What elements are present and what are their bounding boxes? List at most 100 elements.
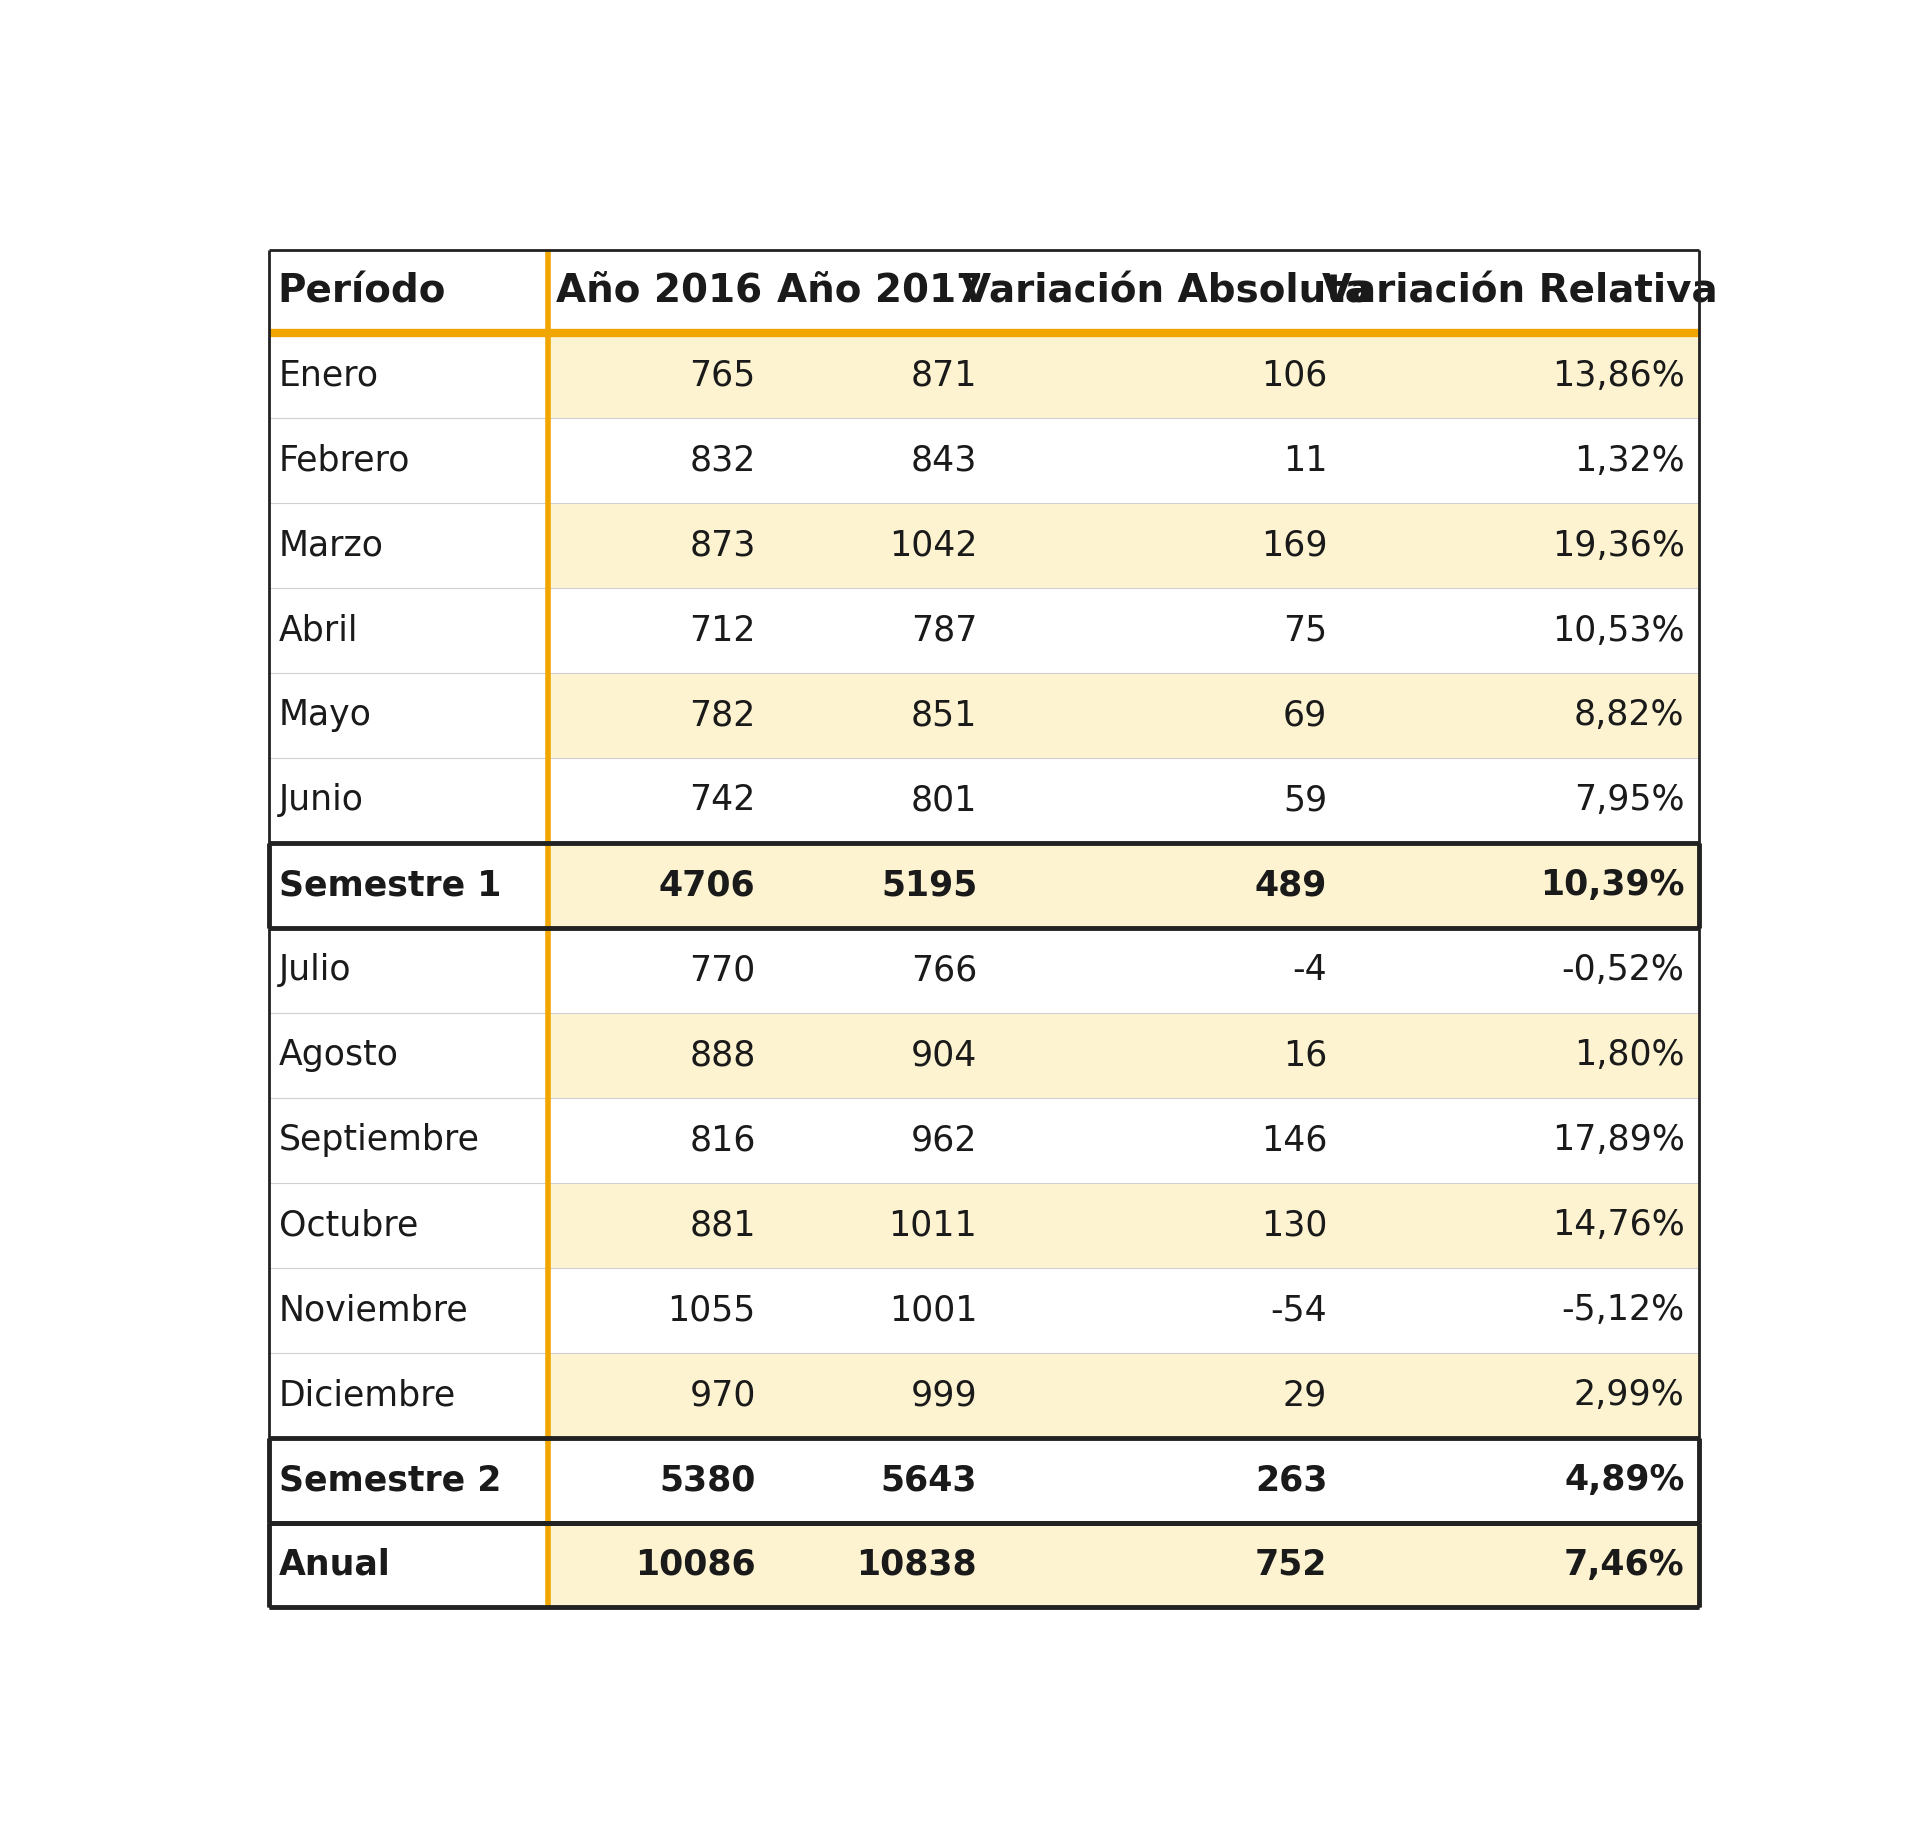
- Text: 13,86%: 13,86%: [1551, 359, 1684, 394]
- Text: 11: 11: [1283, 443, 1327, 478]
- Text: Anual: Anual: [278, 1548, 390, 1582]
- Text: 10,53%: 10,53%: [1551, 614, 1684, 647]
- Text: 843: 843: [910, 443, 977, 478]
- Bar: [547, 1523, 1699, 1607]
- Text: 816: 816: [689, 1124, 756, 1157]
- Text: 770: 770: [689, 953, 756, 988]
- Text: Mayo: Mayo: [278, 699, 372, 732]
- Bar: [547, 1267, 1699, 1354]
- Text: 1055: 1055: [668, 1293, 756, 1328]
- Bar: [269, 842, 547, 929]
- Text: Enero: Enero: [278, 359, 378, 394]
- Text: 130: 130: [1261, 1208, 1327, 1241]
- Text: Abril: Abril: [278, 614, 359, 647]
- Text: 881: 881: [689, 1208, 756, 1241]
- Bar: [547, 929, 1699, 1013]
- Text: 999: 999: [910, 1377, 977, 1412]
- Text: -4: -4: [1292, 953, 1327, 988]
- Bar: [547, 1354, 1699, 1438]
- Bar: [269, 417, 547, 504]
- Bar: [269, 333, 547, 417]
- Bar: [547, 588, 1699, 673]
- Text: 17,89%: 17,89%: [1551, 1124, 1684, 1157]
- Bar: [269, 588, 547, 673]
- Text: 752: 752: [1256, 1548, 1327, 1582]
- Bar: [269, 1523, 547, 1607]
- Text: 970: 970: [689, 1377, 756, 1412]
- Text: -54: -54: [1271, 1293, 1327, 1328]
- Bar: [547, 1182, 1699, 1267]
- Text: 4706: 4706: [659, 868, 756, 903]
- Text: Marzo: Marzo: [278, 528, 384, 563]
- Text: 169: 169: [1261, 528, 1327, 563]
- Text: Junio: Junio: [278, 783, 363, 818]
- Bar: [269, 1354, 547, 1438]
- Text: Variación Absoluta: Variación Absoluta: [962, 272, 1371, 311]
- Text: 787: 787: [910, 614, 977, 647]
- Text: Agosto: Agosto: [278, 1039, 399, 1072]
- Text: 5195: 5195: [881, 868, 977, 903]
- Text: Febrero: Febrero: [278, 443, 411, 478]
- Text: 962: 962: [910, 1124, 977, 1157]
- Bar: [269, 758, 547, 842]
- Text: -5,12%: -5,12%: [1561, 1293, 1684, 1328]
- Text: Noviembre: Noviembre: [278, 1293, 468, 1328]
- Bar: [547, 1098, 1699, 1182]
- Bar: [547, 758, 1699, 842]
- Bar: [547, 504, 1699, 588]
- Bar: [269, 1182, 547, 1267]
- Text: Año 2017: Año 2017: [778, 272, 983, 311]
- Text: 106: 106: [1261, 359, 1327, 394]
- Text: 7,95%: 7,95%: [1574, 783, 1684, 818]
- Text: 766: 766: [910, 953, 977, 988]
- Text: 765: 765: [689, 359, 756, 394]
- Text: 7,46%: 7,46%: [1565, 1548, 1684, 1582]
- Text: 10,39%: 10,39%: [1540, 868, 1684, 903]
- Text: 59: 59: [1283, 783, 1327, 818]
- Text: 10838: 10838: [856, 1548, 977, 1582]
- Text: 1011: 1011: [889, 1208, 977, 1241]
- Bar: [547, 673, 1699, 758]
- Bar: [547, 1438, 1699, 1523]
- Bar: [269, 1013, 547, 1098]
- Text: 873: 873: [689, 528, 756, 563]
- Bar: [269, 1438, 547, 1523]
- Bar: [269, 250, 1699, 333]
- Bar: [269, 673, 547, 758]
- Text: 888: 888: [689, 1039, 756, 1072]
- Bar: [547, 842, 1699, 929]
- Text: 489: 489: [1256, 868, 1327, 903]
- Text: 832: 832: [689, 443, 756, 478]
- Bar: [269, 1098, 547, 1182]
- Text: 782: 782: [689, 699, 756, 732]
- Text: 801: 801: [910, 783, 977, 818]
- Text: 16: 16: [1283, 1039, 1327, 1072]
- Text: 1,80%: 1,80%: [1574, 1039, 1684, 1072]
- Text: 4,89%: 4,89%: [1565, 1464, 1684, 1497]
- Bar: [269, 929, 547, 1013]
- Text: 69: 69: [1283, 699, 1327, 732]
- Text: Julio: Julio: [278, 953, 351, 988]
- Text: 8,82%: 8,82%: [1574, 699, 1684, 732]
- Text: Semestre 2: Semestre 2: [278, 1464, 501, 1497]
- Text: Septiembre: Septiembre: [278, 1124, 480, 1157]
- Text: 5643: 5643: [881, 1464, 977, 1497]
- Text: 5380: 5380: [659, 1464, 756, 1497]
- Text: Diciembre: Diciembre: [278, 1377, 457, 1412]
- Bar: [547, 1013, 1699, 1098]
- Text: 904: 904: [910, 1039, 977, 1072]
- Text: 146: 146: [1261, 1124, 1327, 1157]
- Text: -0,52%: -0,52%: [1561, 953, 1684, 988]
- Text: 263: 263: [1256, 1464, 1327, 1497]
- Text: 10086: 10086: [636, 1548, 756, 1582]
- Text: Período: Período: [276, 272, 445, 311]
- Bar: [269, 504, 547, 588]
- Bar: [547, 333, 1699, 417]
- Text: 851: 851: [910, 699, 977, 732]
- Text: 742: 742: [689, 783, 756, 818]
- Text: 1042: 1042: [889, 528, 977, 563]
- Bar: [547, 417, 1699, 504]
- Text: Año 2016: Año 2016: [555, 272, 762, 311]
- Bar: [269, 1267, 547, 1354]
- Text: 14,76%: 14,76%: [1551, 1208, 1684, 1241]
